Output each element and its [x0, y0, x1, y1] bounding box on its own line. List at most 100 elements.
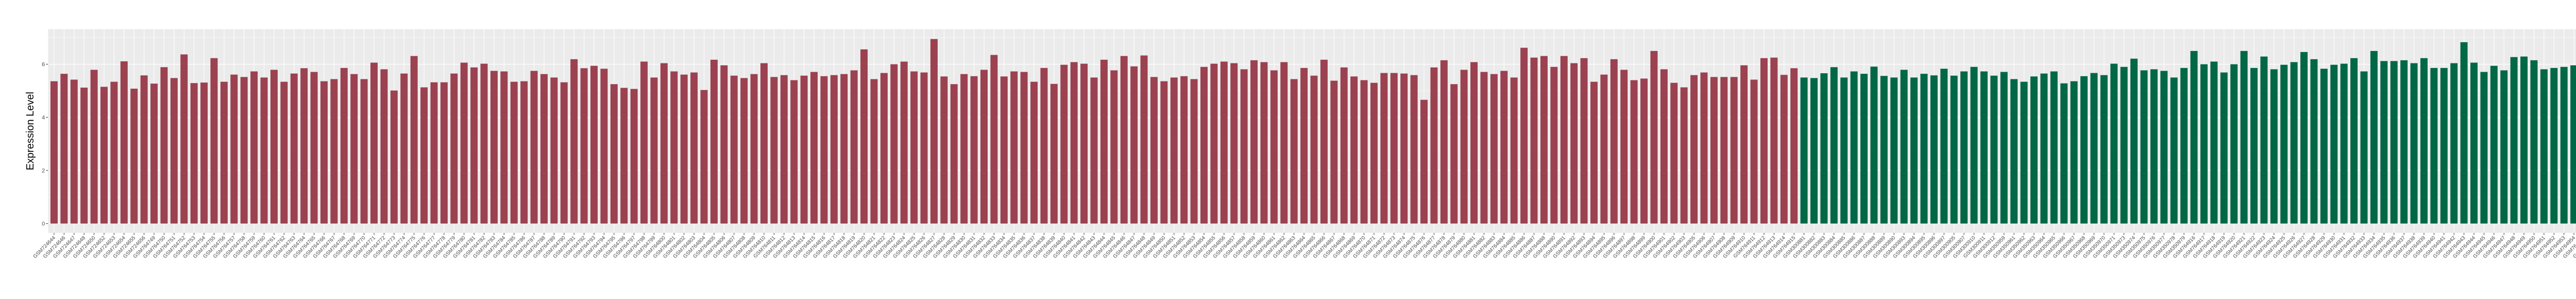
bar-GSM764859 [1250, 60, 1258, 224]
bar-GSM764797 [630, 89, 638, 224]
bar-GSM764861 [1270, 70, 1278, 224]
bar-GSM764850 [1160, 81, 1168, 224]
bar-GSM350977 [2160, 71, 2168, 224]
bar-GSM300893 [1900, 70, 1908, 224]
bar-GSM764875 [1410, 75, 1418, 224]
bar-GSM764824 [900, 61, 908, 224]
bar-GSM350959 [2000, 72, 2008, 224]
bar-GSM764753 [190, 83, 198, 224]
bar-GSM350966 [2060, 83, 2068, 224]
bar-GSM764779 [450, 73, 458, 224]
bar-GSM764774 [400, 73, 408, 224]
bar-GSM764953 [2560, 67, 2568, 224]
bar-GSM764917 [2200, 64, 2208, 224]
bar-GSM300897 [1940, 69, 1948, 224]
bar-GSM764772 [380, 69, 388, 224]
bar-GSM300883 [1820, 73, 1828, 224]
bar-GSM764853 [1190, 79, 1198, 224]
bar-GSM764802 [680, 74, 688, 224]
bar-GSM764764 [300, 68, 308, 224]
bar-GSM764870 [1360, 80, 1368, 224]
bar-GSM764794 [600, 69, 608, 224]
bar-GSM764900 [1650, 51, 1658, 224]
bar-GSM764899 [1640, 78, 1648, 224]
bar-GSM764801 [670, 71, 678, 224]
bar-GSM764830 [960, 74, 968, 224]
bar-GSM300884 [1830, 67, 1838, 224]
bar-GSM300890 [1890, 77, 1898, 224]
bar-GSM764902 [1670, 82, 1678, 224]
bar-GSM764790 [560, 82, 568, 224]
bar-GSM764883 [1490, 74, 1498, 224]
bar-GSM764919 [2220, 72, 2228, 224]
bar-GSM764835 [1010, 71, 1018, 224]
bar-GSM764864 [1300, 68, 1308, 224]
bar-GSM764757 [230, 74, 238, 224]
bar-GSM764873 [1390, 73, 1398, 224]
bar-GSM764829 [950, 84, 958, 224]
bar-GSM764925 [2280, 64, 2288, 224]
bar-GSM764944 [2470, 62, 2478, 224]
bar-GSM764820 [860, 49, 868, 224]
bar-GSM764892 [1570, 63, 1578, 224]
bar-GSM764767 [330, 79, 338, 224]
bar-GSM764819 [850, 70, 858, 224]
bar-GSM764844 [1100, 59, 1108, 224]
bar-GSM764851 [1170, 77, 1178, 224]
bar-GSM764918 [2210, 61, 2218, 224]
bar-GSM300894 [1910, 77, 1918, 224]
bar-GSM764775 [410, 56, 418, 224]
bar-GSM764877 [1430, 67, 1438, 224]
bar-GSM764947 [2500, 70, 2508, 224]
bar-GSM724647 [70, 79, 78, 224]
bar-GSM764871 [1370, 82, 1378, 224]
bar-GSM764869 [1350, 76, 1358, 224]
bar-GSM764942 [2450, 63, 2458, 224]
bar-GSM764786 [520, 81, 528, 224]
bar-GSM724650 [90, 70, 98, 224]
bar-GSM764799 [650, 77, 658, 224]
bar-GSM764840 [1060, 64, 1068, 224]
bar-GSM764931 [2340, 63, 2348, 224]
bar-GSM764813 [790, 80, 798, 224]
bar-GSM764882 [1480, 72, 1488, 224]
bar-GSM350963 [2030, 76, 2038, 224]
bar-GSM764811 [770, 77, 778, 224]
bar-GSM724644 [50, 81, 58, 224]
bar-GSM300907 [1960, 71, 1968, 224]
bar-GSM764951 [2540, 69, 2548, 224]
bar-GSM350971 [2110, 63, 2118, 224]
bar-GSM764926 [2290, 62, 2298, 224]
bar-GSM724654 [120, 61, 128, 224]
y-tick-label: 0 [42, 221, 45, 227]
bar-GSM300887 [1860, 74, 1868, 224]
bar-GSM764758 [240, 77, 248, 224]
bar-GSM764759 [250, 71, 258, 224]
bar-GSM764854 [1200, 67, 1208, 224]
bar-GSM764749 [150, 84, 158, 224]
bar-GSM764888 [1540, 56, 1548, 224]
bar-GSM300889 [1880, 76, 1888, 224]
bar-GSM764814 [800, 75, 808, 224]
bars [50, 39, 2576, 224]
bar-GSM300888 [1870, 67, 1878, 224]
bar-GSM764778 [440, 82, 448, 224]
bar-GSM764839 [1050, 84, 1058, 224]
bar-GSM764886 [1520, 47, 1528, 224]
bar-GSM764768 [340, 68, 348, 224]
bar-GSM764948 [2510, 57, 2518, 224]
bar-GSM764762 [280, 81, 288, 224]
bar-GSM764949 [2520, 56, 2528, 224]
bar-GSM764916 [2190, 51, 2198, 224]
bar-GSM764815 [810, 72, 818, 224]
bar-GSM764751 [170, 78, 178, 224]
bar-GSM764800 [660, 63, 668, 224]
bar-GSM764827 [930, 39, 938, 224]
bar-GSM764833 [990, 55, 998, 224]
bar-GSM350976 [2150, 69, 2158, 224]
bar-GSM764933 [2360, 71, 2368, 224]
x-axis: GSM724644GSM724646GSM724647GSM724648GSM7… [32, 232, 2576, 260]
bar-GSM350968 [2080, 76, 2088, 224]
bar-GSM764826 [920, 72, 928, 224]
